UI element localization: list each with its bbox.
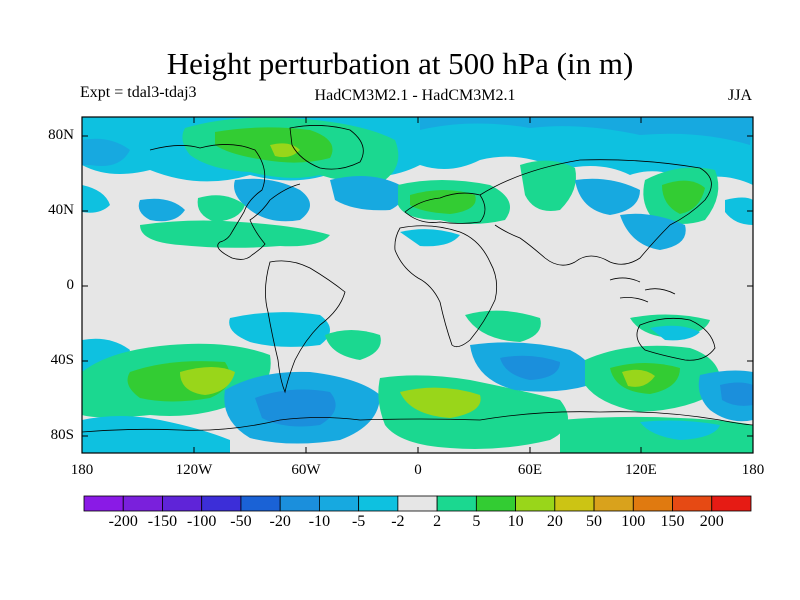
colorbar-box	[397, 495, 438, 512]
lat-label-80s: 80S	[50, 427, 74, 443]
colorbar-label: -20	[269, 513, 291, 530]
anomaly-pos-southpacific-peak	[180, 367, 235, 395]
lat-label-40n: 40N	[48, 202, 74, 218]
lon-label-120e: 120E	[625, 462, 657, 478]
colorbar-box	[319, 495, 360, 512]
anomaly-pos-atlantic-small	[197, 195, 245, 222]
colorbar-box	[593, 495, 634, 512]
colorbar-box	[83, 495, 124, 512]
anomaly-neg-australiasouth-core	[720, 382, 753, 406]
colorbar-label: 100	[621, 513, 646, 530]
colorbar-label: -100	[187, 513, 217, 530]
lat-label-40s: 40S	[50, 352, 74, 368]
experiment-label: Expt = tdal3-tdaj3	[80, 84, 197, 101]
lon-label-120w: 120W	[175, 462, 213, 478]
lat-label-80n: 80N	[48, 127, 74, 143]
anomaly-neg-antarctica-east	[640, 420, 720, 440]
anomaly-pos-siberia	[520, 160, 576, 211]
lon-label-180e: 180	[741, 462, 765, 478]
colorbar-box	[554, 495, 595, 512]
colorbar-label: 10	[507, 513, 524, 530]
lon-label-180w: 180	[70, 462, 94, 478]
anomaly-pos-eastasia-core	[662, 180, 705, 214]
anomaly-pos-subtropatlantic	[140, 220, 330, 248]
colorbar-label: -10	[308, 513, 331, 530]
coast-europe	[404, 192, 486, 224]
colorbar-box	[672, 495, 713, 512]
colorbar-label: 2	[433, 513, 442, 530]
anomaly-neg-northpacific	[82, 138, 130, 166]
coast-asia	[479, 159, 712, 266]
colorbar	[83, 495, 752, 512]
colorbar-label: -50	[230, 513, 252, 530]
anomaly-neg-atlantic	[234, 178, 310, 222]
colorbar-box	[711, 495, 752, 512]
colorbar-label: 200	[699, 513, 724, 530]
anomaly-neg-tropicalpacific	[229, 312, 330, 347]
anomaly-neg-centralasia	[575, 178, 640, 215]
coast-australia	[636, 317, 716, 361]
colorbar-box	[515, 495, 556, 512]
coast-greenland	[289, 125, 364, 170]
colorbar-box	[201, 495, 242, 512]
anomaly-neg-antarcticwest	[82, 416, 230, 453]
anomaly-neg-westpacific	[620, 213, 686, 250]
colorbar-label: -5	[351, 513, 366, 530]
anomaly-neg-nepacific	[138, 198, 185, 222]
colorbar-box	[240, 495, 281, 512]
colorbar-label: 150	[660, 513, 685, 530]
anomaly-pos-southatlantic-core	[400, 387, 481, 418]
anomaly-pos-greenland-peak	[270, 143, 300, 158]
coast-north-america	[149, 144, 301, 260]
anomaly-neg-arctic-core	[420, 117, 753, 145]
anomaly-pos-southatlantic	[325, 330, 381, 360]
colorbar-box	[632, 495, 673, 512]
colorbar-label: -150	[147, 513, 178, 530]
colorbar-box	[475, 495, 516, 512]
colorbar-label: 5	[472, 513, 481, 530]
anomaly-neg-europe	[330, 176, 404, 211]
lon-label-60e: 60E	[517, 462, 543, 478]
coast-africa	[394, 225, 498, 348]
coast-south-america	[265, 260, 346, 394]
anomaly-neg-westnorthamerica	[82, 185, 110, 213]
colorbar-box	[358, 495, 399, 512]
colorbar-label: 20	[546, 513, 563, 530]
colorbar-box	[122, 495, 163, 512]
colorbar-label: -200	[108, 513, 138, 530]
model-label: HadCM3M2.1 - HadCM3M2.1	[314, 87, 516, 104]
anomaly-pos-southernocean-east-peak	[622, 369, 655, 387]
anomaly-neg-indianocean	[650, 325, 700, 341]
anomaly-neg-southindian-core	[500, 355, 560, 380]
colorbar-box	[162, 495, 203, 512]
coastlines	[82, 125, 753, 433]
anomaly-neg-midatlantic	[400, 229, 460, 247]
anomaly-pos-southafrica	[465, 310, 541, 342]
colorbar-label: -2	[391, 513, 405, 530]
colorbar-label: 50	[586, 513, 603, 530]
lat-label-0: 0	[66, 277, 75, 293]
map-title: Height perturbation at 500 hPa (in m)	[166, 46, 634, 81]
lon-label-0: 0	[414, 462, 422, 478]
season-label: JJA	[727, 87, 752, 104]
coast-antarctica	[82, 411, 753, 433]
colorbar-box	[279, 495, 320, 512]
anomaly-pos-europe-core	[410, 190, 476, 214]
coast-indonesia	[609, 277, 676, 303]
map-ticks	[82, 117, 753, 453]
lon-label-60w: 60W	[291, 462, 321, 478]
anomaly-neg-northeastpacific	[725, 197, 753, 225]
colorbar-box	[436, 495, 477, 512]
